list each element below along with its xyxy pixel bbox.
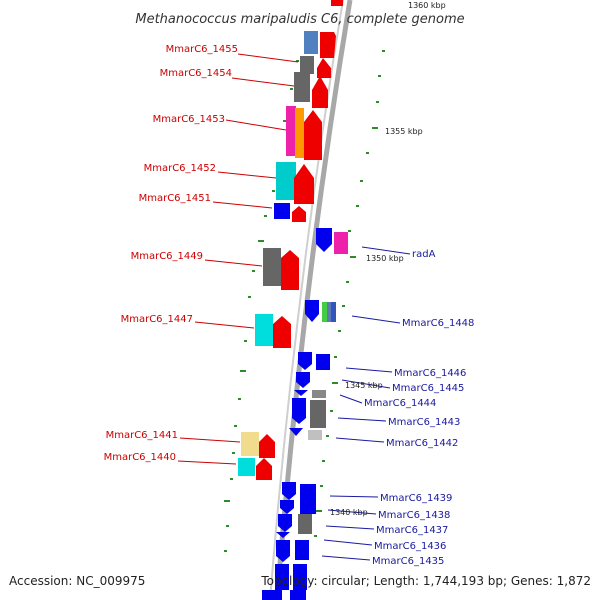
gene-box[interactable]	[316, 354, 330, 370]
gene-label[interactable]: MmarC6_1449	[131, 251, 203, 262]
gene-label[interactable]: MmarC6_1448	[402, 318, 474, 329]
gene-label[interactable]: MmarC6_1445	[392, 383, 464, 394]
gene-arrow[interactable]	[289, 428, 303, 436]
gene-box[interactable]	[274, 203, 290, 219]
gene-box[interactable]	[298, 514, 312, 534]
gene-box[interactable]	[334, 232, 348, 254]
gene-arrow[interactable]	[298, 352, 312, 370]
gene-label[interactable]: MmarC6_1452	[144, 163, 216, 174]
gene-box[interactable]	[286, 106, 296, 156]
topology-summary: Topology: circular; Length: 1,744,193 bp…	[261, 574, 591, 588]
gene-box[interactable]	[263, 248, 281, 286]
gene-label[interactable]: MmarC6_1438	[378, 510, 450, 521]
gene-box[interactable]	[275, 564, 289, 590]
gene-arrow[interactable]	[320, 32, 336, 58]
gene-arrow[interactable]	[305, 300, 319, 322]
gene-arrow[interactable]	[331, 0, 343, 6]
gene-label[interactable]: MmarC6_1436	[374, 541, 446, 552]
gene-label[interactable]: MmarC6_1447	[121, 314, 193, 325]
gene-arrow[interactable]	[256, 458, 272, 480]
gene-arrow[interactable]	[294, 164, 314, 204]
gene-arrow[interactable]	[316, 228, 332, 252]
gene-arrow[interactable]	[294, 390, 308, 396]
gene-arrow[interactable]	[296, 372, 310, 388]
accession-label: Accession: NC_009975	[9, 574, 146, 588]
gene-box[interactable]	[310, 400, 326, 428]
gene-label[interactable]: MmarC6_1451	[139, 193, 211, 204]
scale-label: 1355 kbp	[385, 127, 423, 136]
gene-box[interactable]	[295, 540, 309, 560]
gene-label[interactable]: MmarC6_1435	[372, 556, 444, 567]
gene-label[interactable]: MmarC6_1440	[104, 452, 176, 463]
gene-box[interactable]	[276, 162, 296, 200]
gene-label[interactable]: MmarC6_1443	[388, 417, 460, 428]
map-title: Methanococcus maripaludis C6, complete g…	[135, 12, 464, 27]
gene-box[interactable]	[262, 590, 282, 600]
gene-arrow[interactable]	[273, 316, 291, 348]
gene-box[interactable]	[322, 302, 327, 322]
gene-box[interactable]	[241, 432, 259, 456]
gene-box[interactable]	[300, 56, 314, 74]
gene-box[interactable]	[238, 458, 255, 476]
gene-labels-left: MmarC6_1455 MmarC6_1454 MmarC6_1453 Mmar…	[104, 44, 238, 463]
gene-box[interactable]	[331, 302, 336, 322]
gene-label[interactable]: MmarC6_1441	[106, 430, 178, 441]
gene-arrow[interactable]	[304, 110, 322, 160]
gene-label[interactable]: MmarC6_1455	[166, 44, 238, 55]
gene-label[interactable]: MmarC6_1444	[364, 398, 436, 409]
gene-box[interactable]	[304, 31, 318, 54]
scale-label: 1350 kbp	[366, 254, 404, 263]
gene-labels-right: radA MmarC6_1448 MmarC6_1446 MmarC6_1445…	[364, 249, 474, 567]
gene-box[interactable]	[293, 564, 307, 590]
gene-arrow[interactable]	[292, 206, 306, 222]
gene-box[interactable]	[290, 590, 306, 600]
gene-arrow[interactable]	[278, 514, 292, 532]
gene-arrow[interactable]	[280, 500, 294, 514]
scale-label: 1360 kbp	[408, 1, 446, 10]
gene-arrow[interactable]	[276, 532, 290, 538]
gene-arrow[interactable]	[282, 482, 296, 500]
gene-arrow[interactable]	[292, 398, 306, 424]
gene-features-left	[238, 0, 343, 600]
gene-box[interactable]	[255, 314, 273, 346]
gene-arrow[interactable]	[276, 540, 290, 562]
gene-box[interactable]	[300, 484, 316, 514]
gene-box[interactable]	[308, 430, 322, 440]
gene-arrow[interactable]	[259, 434, 275, 458]
gene-box[interactable]	[294, 72, 310, 102]
gene-arrow[interactable]	[312, 76, 328, 108]
gene-label[interactable]: MmarC6_1446	[394, 368, 466, 379]
gene-label[interactable]: MmarC6_1454	[160, 68, 232, 79]
scale-label: 1340 kbp	[330, 508, 368, 517]
scale-label: 1345 kbp	[345, 381, 383, 390]
gene-features-right	[275, 228, 348, 600]
leader-lines-right	[321, 246, 411, 561]
gc-content-marks	[224, 50, 385, 552]
gene-label[interactable]: radA	[412, 249, 436, 260]
gene-box[interactable]	[312, 390, 326, 398]
gene-label[interactable]: MmarC6_1437	[376, 525, 448, 536]
gene-label[interactable]: MmarC6_1439	[380, 493, 452, 504]
backbone-outer-strand	[274, 0, 353, 600]
scale-labels: 1360 kbp 1355 kbp 1350 kbp 1345 kbp 1340…	[330, 1, 446, 517]
gene-arrow[interactable]	[317, 58, 331, 78]
gene-box[interactable]	[295, 108, 304, 158]
gene-label[interactable]: MmarC6_1453	[153, 114, 225, 125]
gene-label[interactable]: MmarC6_1442	[386, 438, 458, 449]
leader-lines-left	[177, 53, 299, 465]
gene-box[interactable]	[327, 302, 331, 322]
gene-arrow[interactable]	[281, 250, 299, 290]
backbone-inner-strand	[269, 0, 344, 600]
